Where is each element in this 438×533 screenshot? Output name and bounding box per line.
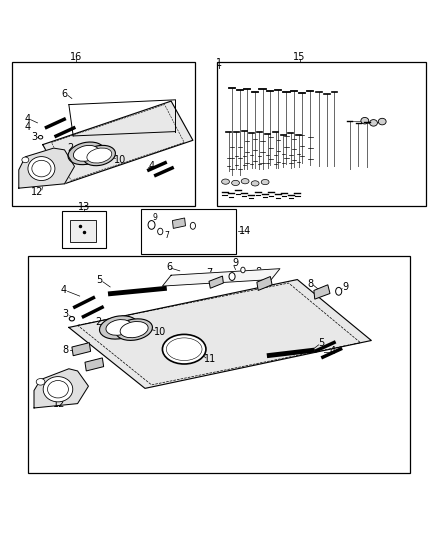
Polygon shape <box>173 218 185 229</box>
Text: 14: 14 <box>239 227 251 237</box>
Text: 6: 6 <box>61 89 67 99</box>
Text: 12: 12 <box>53 399 65 409</box>
Ellipse shape <box>190 222 195 229</box>
Text: 9: 9 <box>152 213 157 222</box>
Text: 8: 8 <box>307 279 314 289</box>
Ellipse shape <box>43 377 73 402</box>
Polygon shape <box>162 269 280 286</box>
Ellipse shape <box>36 378 45 385</box>
Text: 5: 5 <box>96 276 102 286</box>
Ellipse shape <box>162 334 206 364</box>
Polygon shape <box>19 148 74 188</box>
Ellipse shape <box>106 320 132 335</box>
Ellipse shape <box>336 287 342 295</box>
Polygon shape <box>69 279 371 389</box>
Ellipse shape <box>222 179 230 184</box>
Ellipse shape <box>370 119 378 126</box>
Ellipse shape <box>74 146 99 161</box>
Polygon shape <box>85 358 104 371</box>
Text: 7: 7 <box>164 231 169 240</box>
Ellipse shape <box>158 228 163 235</box>
Ellipse shape <box>378 118 386 125</box>
Ellipse shape <box>28 157 55 181</box>
Ellipse shape <box>99 316 138 339</box>
Ellipse shape <box>87 148 112 163</box>
Text: 7: 7 <box>206 268 212 278</box>
Ellipse shape <box>166 338 202 360</box>
Text: 9: 9 <box>342 282 348 293</box>
Ellipse shape <box>148 221 155 229</box>
Ellipse shape <box>22 157 29 163</box>
Text: 12: 12 <box>32 187 44 197</box>
Ellipse shape <box>39 135 43 139</box>
Polygon shape <box>72 343 91 356</box>
Text: 4: 4 <box>25 114 31 124</box>
Text: 2: 2 <box>67 143 73 152</box>
Bar <box>70 220 96 241</box>
Ellipse shape <box>241 267 245 273</box>
Text: 15: 15 <box>293 52 306 62</box>
Bar <box>217 62 426 206</box>
Text: 13: 13 <box>78 202 90 212</box>
Text: 3: 3 <box>31 132 37 142</box>
Polygon shape <box>314 285 330 299</box>
Text: 4: 4 <box>60 285 67 295</box>
Ellipse shape <box>232 180 240 185</box>
Polygon shape <box>34 369 88 408</box>
Text: 9: 9 <box>233 259 239 269</box>
Text: 3: 3 <box>63 309 69 319</box>
Ellipse shape <box>69 317 74 321</box>
Text: 5: 5 <box>318 338 325 348</box>
Bar <box>12 62 195 206</box>
Text: 1: 1 <box>216 58 222 68</box>
Ellipse shape <box>47 381 68 398</box>
Ellipse shape <box>241 179 249 184</box>
Text: 4: 4 <box>25 122 31 132</box>
Text: 11: 11 <box>204 354 216 364</box>
Text: 4: 4 <box>148 161 155 172</box>
Text: 2: 2 <box>95 317 101 327</box>
Ellipse shape <box>361 117 369 124</box>
Ellipse shape <box>229 272 235 280</box>
Polygon shape <box>43 101 193 184</box>
Ellipse shape <box>83 146 115 166</box>
Ellipse shape <box>251 181 259 186</box>
Text: 10: 10 <box>154 327 166 337</box>
Ellipse shape <box>120 321 148 338</box>
Ellipse shape <box>116 319 152 341</box>
Text: 16: 16 <box>70 52 82 62</box>
Ellipse shape <box>32 160 51 177</box>
Bar <box>62 211 106 248</box>
Text: 8: 8 <box>255 267 261 277</box>
Ellipse shape <box>261 180 269 184</box>
Bar <box>141 208 237 254</box>
Text: 10: 10 <box>114 155 126 165</box>
Text: 8: 8 <box>62 345 68 355</box>
Text: 4: 4 <box>329 346 335 356</box>
Polygon shape <box>257 277 272 290</box>
Polygon shape <box>209 276 223 288</box>
Ellipse shape <box>68 142 105 165</box>
Bar <box>28 256 410 473</box>
Text: 6: 6 <box>166 262 172 271</box>
